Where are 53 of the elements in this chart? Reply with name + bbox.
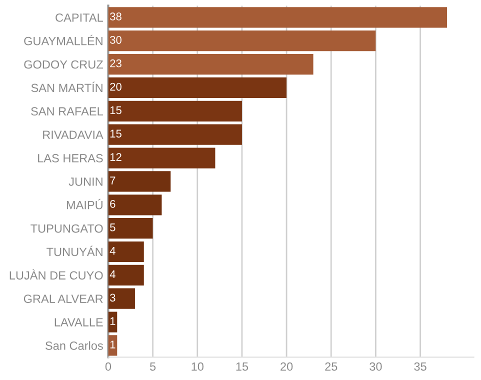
data-label: 6	[110, 200, 116, 208]
x-tick-label: 0	[105, 362, 112, 371]
data-label: 1	[110, 340, 116, 348]
x-tick-label: 5	[150, 362, 156, 371]
y-tick-label: GUAYMALLÉN	[24, 34, 102, 46]
bar	[108, 30, 376, 52]
y-tick-label: SAN MARTÍN	[31, 82, 102, 92]
bar	[108, 7, 448, 28]
y-tick-label: TUPUNGATO	[30, 224, 103, 233]
x-tick-label: 25	[325, 362, 338, 371]
y-tick-label: GRAL ALVEAR	[24, 294, 103, 304]
bar	[108, 100, 242, 122]
data-label: 7	[110, 176, 116, 184]
bar	[108, 171, 171, 192]
x-tick-label: 15	[236, 362, 248, 371]
y-tick-label: JUNIN	[68, 178, 102, 186]
bar	[108, 218, 153, 239]
x-tick-label: 20	[280, 362, 293, 371]
data-label: 15	[110, 106, 122, 114]
bar	[108, 194, 162, 216]
data-label: 38	[110, 12, 122, 20]
y-tick-label: LAS HERAS	[38, 154, 103, 162]
x-tick-label: 30	[370, 362, 382, 371]
data-label: 23	[110, 59, 122, 68]
y-tick-label: San Carlos	[46, 341, 103, 350]
data-label: 15	[110, 130, 122, 138]
bar	[108, 241, 144, 262]
bar	[108, 312, 118, 332]
y-tick-label: MAIPÚ	[66, 198, 102, 210]
x-tick-label: 35	[414, 362, 426, 371]
bar	[108, 124, 242, 145]
y-tick-label: TUNUYÁN	[46, 246, 102, 256]
bar	[108, 148, 216, 168]
y-tick-label: CAPITAL	[56, 13, 103, 22]
y-tick-label: LAVALLE	[54, 318, 103, 326]
bar	[108, 77, 287, 98]
y-tick-label: LUJÀN DE CUYO	[10, 269, 103, 280]
data-label: 4	[110, 270, 116, 278]
bar	[108, 264, 144, 286]
data-label: 20	[110, 82, 122, 91]
data-label: 4	[110, 246, 116, 255]
data-label: 12	[110, 153, 122, 161]
bar	[108, 288, 135, 309]
y-tick-label: SAN RAFAEL	[31, 107, 103, 116]
y-tick-label: GODOY CRUZ	[24, 60, 103, 69]
x-tick-label: 10	[192, 362, 204, 371]
data-label: 5	[110, 224, 116, 232]
bar	[108, 54, 314, 75]
data-label: 1	[110, 317, 116, 325]
y-tick-label: RIVADAVIA	[43, 130, 104, 139]
bar	[108, 335, 118, 356]
data-label: 3	[110, 294, 116, 302]
data-label: 30	[110, 36, 122, 44]
